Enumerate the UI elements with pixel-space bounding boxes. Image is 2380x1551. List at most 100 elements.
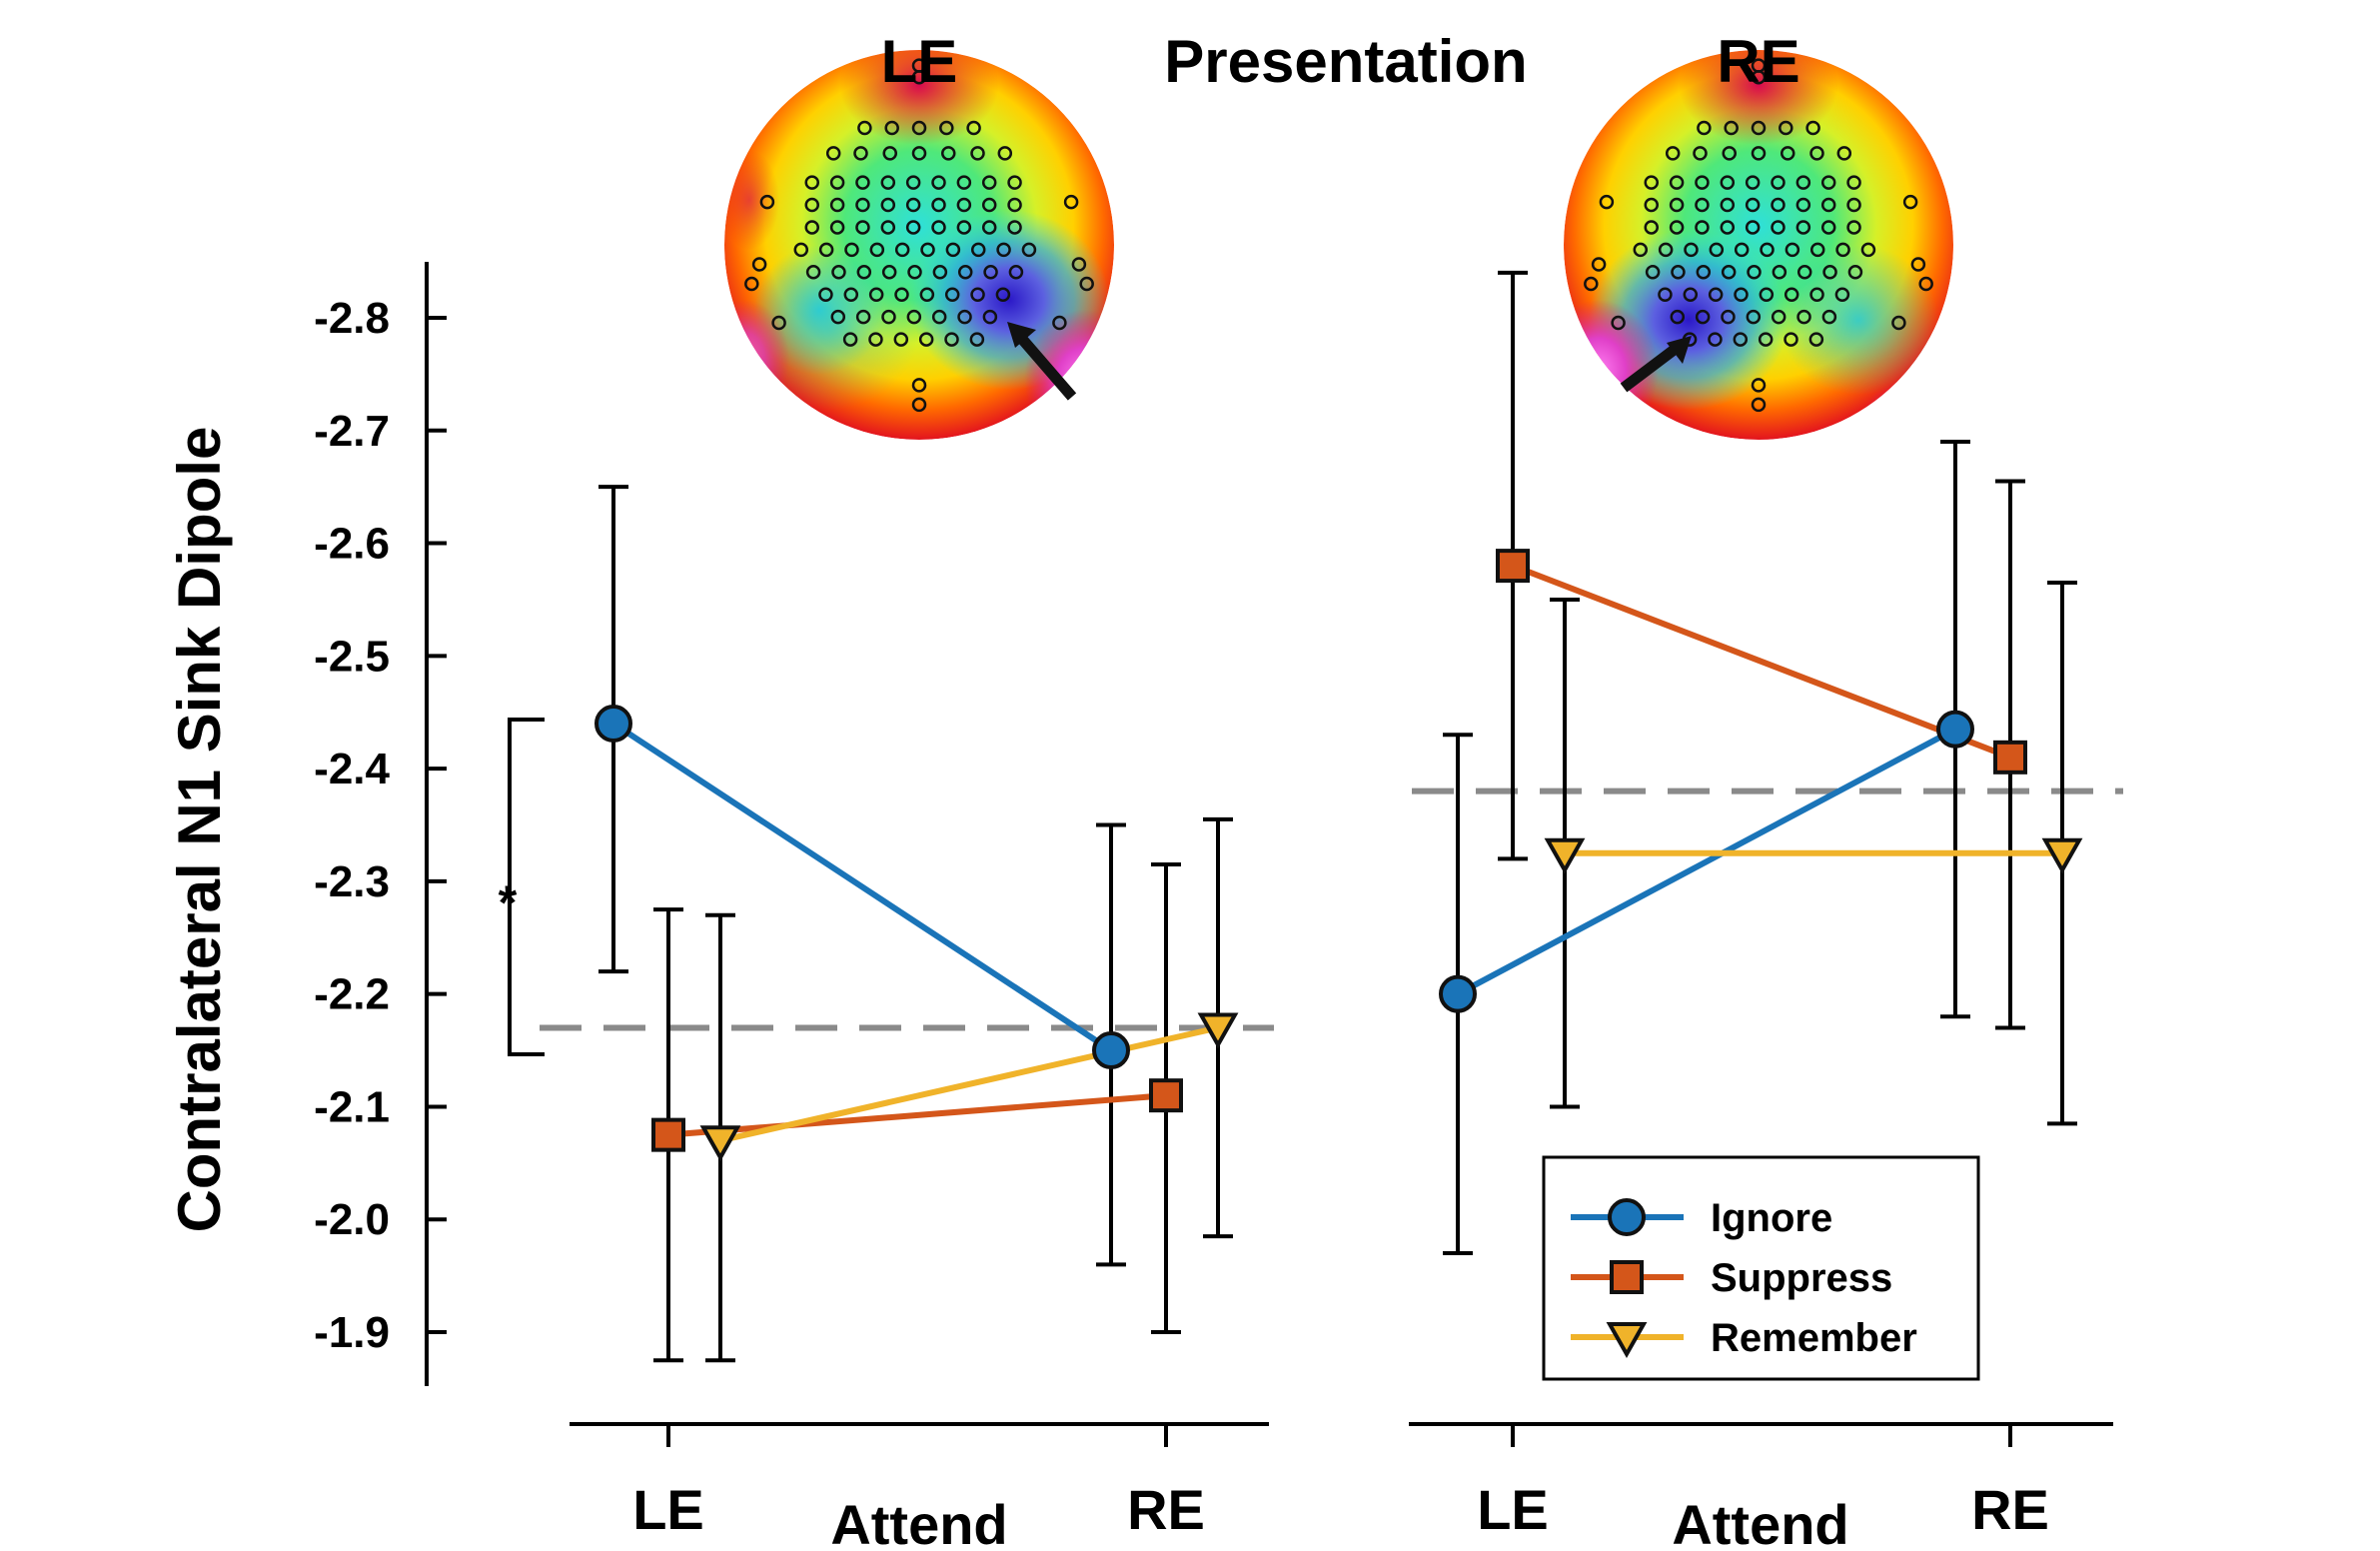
electrode-marker bbox=[793, 242, 809, 258]
electrode-marker bbox=[744, 276, 759, 292]
electrode-marker bbox=[1695, 309, 1711, 325]
significance-bracket: * bbox=[499, 718, 545, 1057]
electrode-marker bbox=[1708, 287, 1724, 302]
series-line-ignore bbox=[611, 721, 1113, 1053]
electrode-marker bbox=[804, 197, 819, 213]
legend-marker-ignore bbox=[1608, 1198, 1646, 1236]
electrode-marker bbox=[844, 242, 859, 258]
electrode-marker bbox=[1669, 220, 1685, 235]
electrode-marker bbox=[932, 265, 948, 280]
electrode-marker bbox=[853, 146, 868, 161]
electrode-marker bbox=[918, 332, 934, 347]
data-point-ignore bbox=[1092, 1031, 1130, 1070]
electrode-marker bbox=[1709, 242, 1725, 258]
electrode-marker bbox=[881, 265, 897, 280]
electrode-marker bbox=[1724, 120, 1739, 136]
y-tick-label: -2.1 bbox=[314, 1082, 390, 1131]
electrode-marker bbox=[880, 220, 896, 235]
electrode-marker bbox=[1063, 194, 1079, 210]
reference-lines bbox=[540, 787, 2123, 1031]
electrode-marker bbox=[1771, 309, 1786, 325]
electrode-marker bbox=[855, 175, 870, 190]
x-axis-ticks: LE RE LE RE bbox=[632, 1424, 2049, 1541]
electrode-marker bbox=[1584, 276, 1599, 292]
electrode-marker bbox=[1781, 146, 1795, 161]
electrode-marker bbox=[1721, 309, 1736, 325]
topomap-left-presentation bbox=[724, 50, 1114, 440]
electrode-marker bbox=[911, 397, 927, 413]
electrode-marker bbox=[931, 220, 946, 235]
electrode-marker bbox=[843, 287, 859, 302]
electrode-marker bbox=[905, 220, 921, 235]
electrode-marker bbox=[1891, 315, 1906, 331]
data-point-suppress bbox=[1149, 1078, 1183, 1113]
electrode-marker bbox=[1669, 175, 1685, 190]
electrode-marker bbox=[931, 197, 946, 213]
electrode-marker bbox=[1007, 197, 1022, 213]
electrode-marker bbox=[1007, 175, 1022, 190]
electrode-marker bbox=[829, 175, 845, 190]
electrode-marker bbox=[855, 197, 870, 213]
electrode-marker bbox=[981, 175, 997, 190]
electrode-marker bbox=[931, 175, 946, 190]
dipole-arrow-left bbox=[1016, 334, 1077, 401]
electrode-marker bbox=[1611, 315, 1626, 331]
electrode-marker bbox=[1809, 242, 1825, 258]
electrode-marker bbox=[1683, 287, 1699, 302]
electrode-marker bbox=[911, 120, 927, 136]
electrode-marker bbox=[1846, 220, 1861, 235]
electrode-marker bbox=[911, 378, 927, 393]
electrode-marker bbox=[1071, 257, 1087, 272]
electrode-marker bbox=[997, 146, 1013, 161]
y-tick-label: -2.4 bbox=[314, 745, 390, 793]
electrode-marker bbox=[830, 309, 846, 325]
electrode-marker bbox=[894, 242, 910, 258]
electrode-marker bbox=[894, 287, 909, 302]
y-axis-title: Contralateral N1 Sink Dipole bbox=[166, 427, 233, 1233]
electrode-marker bbox=[1847, 265, 1863, 280]
electrode-marker bbox=[1835, 242, 1850, 258]
electrode-marker bbox=[1721, 265, 1737, 280]
electrode-marker bbox=[911, 146, 927, 161]
data-points-panel-2 bbox=[1439, 549, 2083, 1013]
electrode-marker bbox=[1820, 197, 1836, 213]
electrode-marker bbox=[1633, 242, 1649, 258]
electrode-marker bbox=[905, 197, 921, 213]
data-points-panel-1 bbox=[595, 705, 1239, 1162]
electrode-marker bbox=[1734, 242, 1750, 258]
y-tick-label: -2.6 bbox=[314, 520, 390, 569]
electrode-marker bbox=[1795, 175, 1811, 190]
x-tick-label: LE bbox=[1477, 1478, 1549, 1541]
legend-label-ignore: Ignore bbox=[1711, 1196, 1832, 1240]
electrode-marker bbox=[1697, 120, 1712, 136]
electrode-marker bbox=[931, 309, 947, 325]
data-point-remember bbox=[699, 1125, 741, 1162]
electrode-marker bbox=[1751, 146, 1767, 161]
data-point-suppress bbox=[651, 1117, 685, 1152]
electrode-marker bbox=[881, 309, 896, 325]
electrode-marker bbox=[1722, 146, 1737, 161]
electrode-marker bbox=[907, 265, 922, 280]
electrode-marker bbox=[1695, 220, 1710, 235]
electrode-marker bbox=[966, 120, 981, 136]
electrode-marker bbox=[1644, 175, 1659, 190]
electrode-marker bbox=[1747, 265, 1762, 280]
legend-label-remember: Remember bbox=[1711, 1316, 1917, 1360]
electrode-markers bbox=[744, 58, 1933, 413]
electrode-marker bbox=[751, 257, 767, 272]
electrode-marker bbox=[1734, 287, 1749, 302]
electrode-marker bbox=[1771, 197, 1785, 213]
legend-marker-remember bbox=[1606, 1322, 1648, 1359]
electrode-marker bbox=[1902, 194, 1918, 210]
electrode-marker bbox=[1733, 332, 1749, 347]
electrode-marker bbox=[1645, 265, 1661, 280]
electrode-marker bbox=[1860, 242, 1876, 258]
y-tick-label: -1.9 bbox=[314, 1308, 390, 1357]
electrode-marker bbox=[911, 70, 927, 85]
electrode-marker bbox=[956, 197, 972, 213]
electrode-marker bbox=[1758, 332, 1774, 347]
electrode-marker bbox=[1809, 287, 1824, 302]
electrode-marker bbox=[893, 332, 909, 347]
electrode-marker bbox=[1720, 220, 1736, 235]
